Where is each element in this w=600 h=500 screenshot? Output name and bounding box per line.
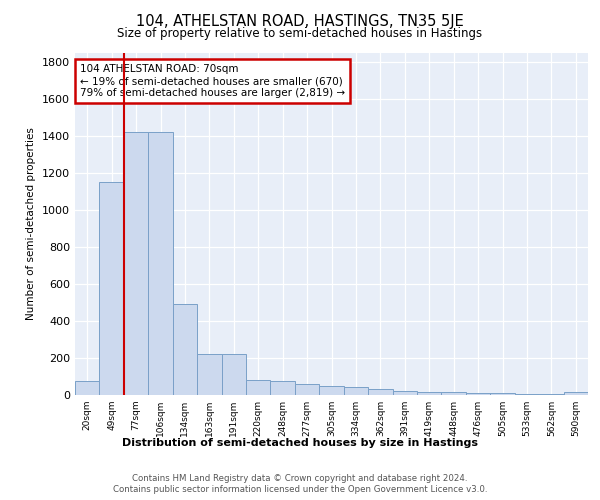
Bar <box>417 392 442 395</box>
Text: Contains public sector information licensed under the Open Government Licence v3: Contains public sector information licen… <box>113 485 487 494</box>
Bar <box>75 381 100 395</box>
Bar <box>563 392 588 395</box>
Bar <box>515 394 539 395</box>
Bar <box>197 354 221 395</box>
Text: 104, ATHELSTAN ROAD, HASTINGS, TN35 5JE: 104, ATHELSTAN ROAD, HASTINGS, TN35 5JE <box>136 14 464 29</box>
Bar <box>246 380 271 395</box>
Bar <box>295 384 319 395</box>
Text: Size of property relative to semi-detached houses in Hastings: Size of property relative to semi-detach… <box>118 28 482 40</box>
Bar <box>271 381 295 395</box>
Bar <box>148 132 173 395</box>
Text: Contains HM Land Registry data © Crown copyright and database right 2024.: Contains HM Land Registry data © Crown c… <box>132 474 468 483</box>
Y-axis label: Number of semi-detached properties: Number of semi-detached properties <box>26 128 37 320</box>
Bar <box>392 392 417 395</box>
Bar <box>344 386 368 395</box>
Bar <box>221 354 246 395</box>
Text: 104 ATHELSTAN ROAD: 70sqm
← 19% of semi-detached houses are smaller (670)
79% of: 104 ATHELSTAN ROAD: 70sqm ← 19% of semi-… <box>80 64 345 98</box>
Bar <box>368 390 392 395</box>
Bar <box>319 386 344 395</box>
Bar <box>539 394 563 395</box>
Bar <box>442 392 466 395</box>
Text: Distribution of semi-detached houses by size in Hastings: Distribution of semi-detached houses by … <box>122 438 478 448</box>
Bar <box>100 182 124 395</box>
Bar <box>124 132 148 395</box>
Bar <box>490 393 515 395</box>
Bar <box>466 393 490 395</box>
Bar <box>173 304 197 395</box>
